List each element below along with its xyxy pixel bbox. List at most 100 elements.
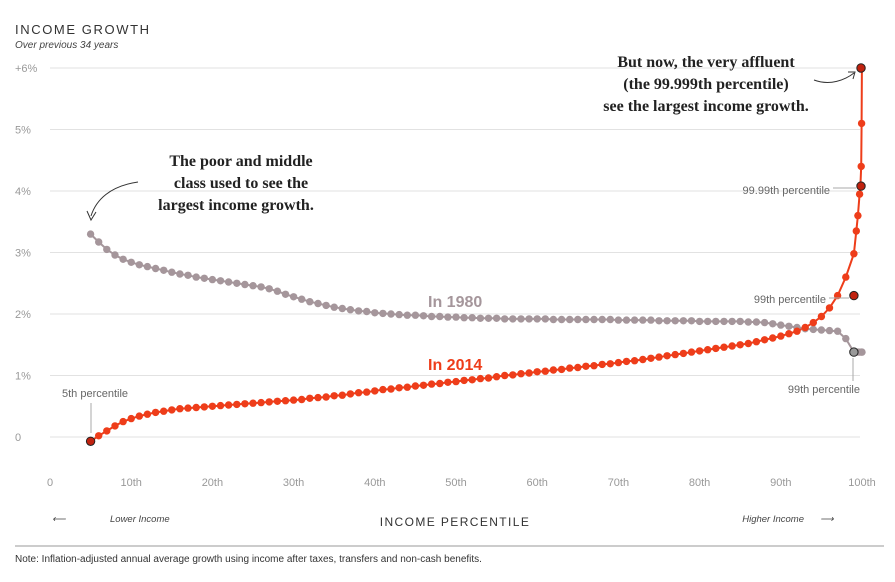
annotation-affluent-arrow [813,72,855,83]
point-1980 [241,280,249,289]
point-2014 [639,355,647,364]
point-1980 [809,325,817,334]
point-1980 [233,279,241,287]
point-1980 [622,316,631,324]
point-1980 [176,270,184,278]
point-1980 [501,315,509,323]
point-2014 [769,334,777,342]
point-1980 [371,309,379,317]
point-1980 [785,322,793,330]
point-1980 [574,315,582,324]
point-2014 [695,347,704,355]
point-2014 [842,273,850,281]
point-1980 [322,301,330,310]
point-1980 [728,317,736,326]
point-2014 [655,353,663,361]
highlight-point [85,436,96,446]
point-1980 [777,321,785,329]
point-1980 [712,317,720,326]
point-1980 [224,278,233,286]
point-2014 [598,360,606,369]
point-1980 [427,312,436,321]
point-2014 [760,336,769,344]
point-1980 [135,261,143,269]
highlight-point [849,347,859,357]
point-2014 [160,407,168,415]
point-1980 [265,285,273,293]
point-1980 [281,290,290,298]
label-5th-percentile: 5th percentile [62,388,128,400]
point-1980 [119,255,127,263]
point-1980 [444,313,452,321]
point-2014 [517,370,525,378]
point-1980 [468,314,476,322]
point-1980 [647,316,655,324]
x-tick-label: 100th [848,477,876,489]
point-1980 [549,315,558,324]
series-line-2014 [90,67,863,443]
point-2014 [704,346,712,354]
point-1980 [630,316,639,324]
point-1980 [679,317,688,325]
point-2014 [403,383,411,391]
point-1980 [752,318,761,326]
point-2014 [346,390,355,398]
point-2014 [857,119,866,128]
point-2014 [330,392,338,400]
point-1980 [566,315,574,324]
y-tick-label: 5% [15,125,31,137]
point-2014 [151,408,160,417]
y-tick-label: 2% [15,309,31,321]
point-2014 [143,410,152,418]
y-tick-label: 1% [15,371,31,383]
point-2014 [852,227,860,235]
point-2014 [233,400,241,409]
point-1980 [151,264,160,273]
point-2014 [854,211,862,220]
series-points-2014 [86,64,866,445]
annotation-poor-middle: The poor and middle class used to see th… [86,153,314,222]
annotation-affluent-line-3: see the largest income growth. [603,98,808,115]
annotation-poor-line-3: largest income growth. [158,197,314,214]
point-1980 [817,326,826,334]
point-1980 [103,245,111,254]
point-1980 [639,316,647,324]
point-1980 [273,287,282,295]
x-tick-label: 50th [445,477,466,489]
point-2014 [103,427,111,435]
point-1980 [289,293,298,301]
annotation-affluent: But now, the very affluent (the 99.999th… [603,54,856,115]
point-1980 [858,348,866,356]
point-2014 [492,373,501,381]
point-2014 [241,400,249,408]
point-1980 [671,317,679,325]
point-2014 [736,341,744,349]
point-2014 [200,403,208,411]
series-label-1980: In 1980 [428,294,482,311]
label-99th-percentile-1980: 99th percentile [788,384,860,396]
point-2014 [322,393,330,401]
point-2014 [95,432,103,440]
point-1980 [192,273,200,281]
point-1980 [298,295,306,303]
point-2014 [168,406,176,414]
point-2014 [785,330,793,338]
point-2014 [127,414,135,423]
annotation-poor-line-2: class used to see the [174,175,308,192]
point-2014 [671,350,679,359]
point-1980 [354,307,363,315]
point-2014 [354,389,363,397]
point-2014 [306,394,314,402]
point-2014 [427,380,436,388]
point-1980 [476,314,485,322]
point-1980 [168,268,176,276]
x-axis-ticks: 0 10th 20th 30th 40th 50th 60th 70th 80th 90th 100… [47,477,876,489]
point-2014 [395,384,403,392]
annotation-poor-line-1: The poor and middle [169,153,312,170]
point-1980 [330,303,338,311]
point-2014 [111,422,119,430]
point-2014 [289,396,298,404]
x-tick-label: 30th [283,477,304,489]
point-2014 [825,304,834,312]
annotation-affluent-line-2: (the 99.999th percentile) [623,76,788,93]
